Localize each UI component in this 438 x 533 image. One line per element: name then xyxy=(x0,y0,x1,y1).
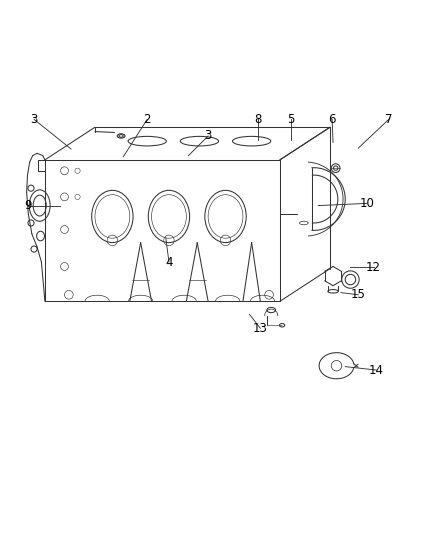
Text: 15: 15 xyxy=(351,288,366,301)
Text: 7: 7 xyxy=(385,113,392,126)
Text: 3: 3 xyxy=(205,130,212,142)
Text: 14: 14 xyxy=(369,364,384,377)
Text: 3: 3 xyxy=(30,113,38,126)
Text: 2: 2 xyxy=(143,113,151,126)
Text: 5: 5 xyxy=(287,113,294,126)
Text: 9: 9 xyxy=(24,199,31,212)
Text: 6: 6 xyxy=(328,113,336,126)
Text: 13: 13 xyxy=(253,322,268,335)
Text: 10: 10 xyxy=(360,197,374,210)
Text: 8: 8 xyxy=(254,113,262,126)
Text: 4: 4 xyxy=(165,256,173,269)
Text: 12: 12 xyxy=(366,261,381,274)
